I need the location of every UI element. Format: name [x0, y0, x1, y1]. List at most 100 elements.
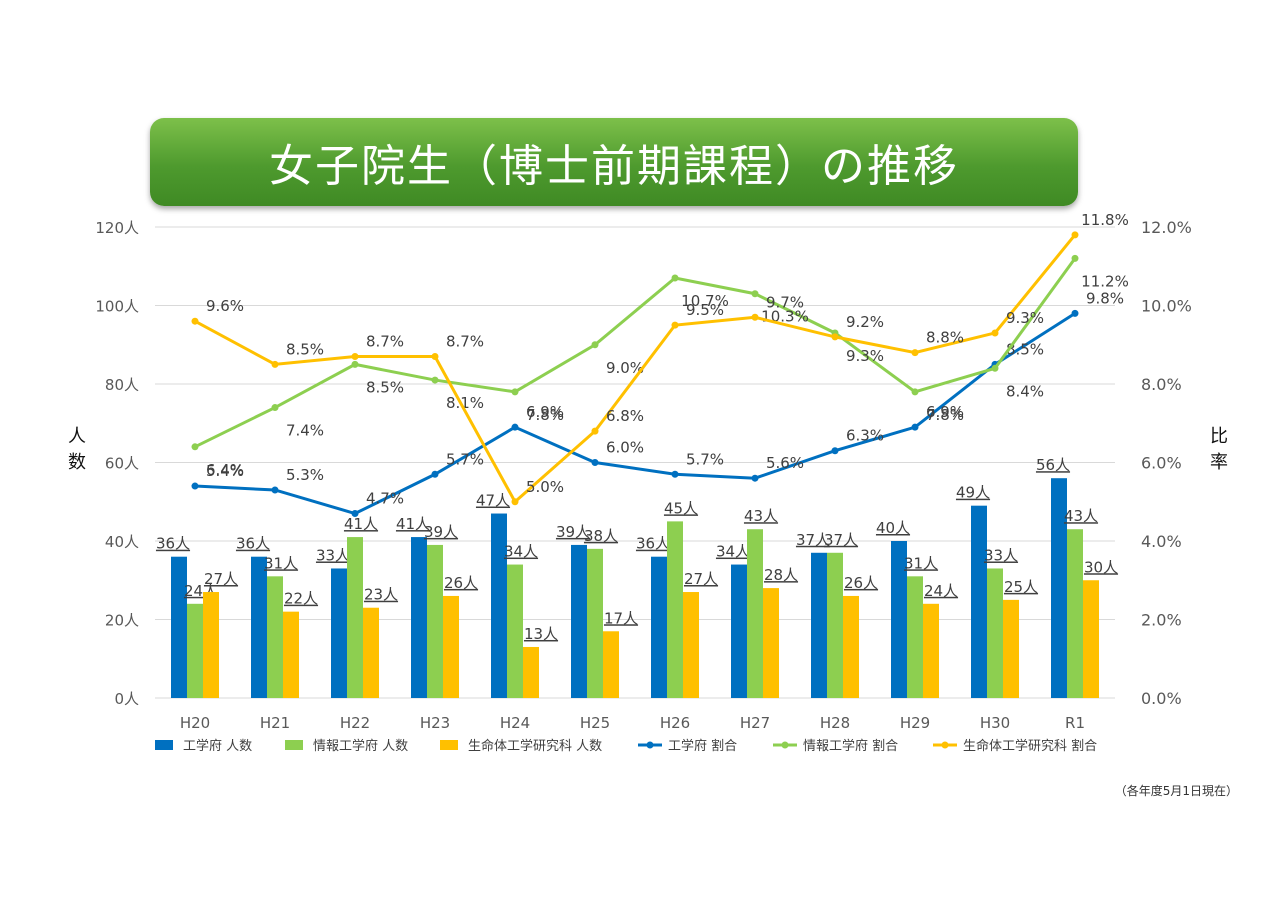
- line-point: [671, 274, 679, 282]
- bar-data-label: 34人: [716, 543, 750, 561]
- line-point: [1071, 231, 1079, 239]
- bar: [203, 592, 219, 698]
- bar-data-label: 37人: [796, 531, 830, 549]
- line-data-label: 11.2%: [1081, 272, 1129, 290]
- y-tick-label: 120人: [95, 219, 139, 237]
- y-axis-label-left-text: 人数: [68, 426, 86, 473]
- line-point: [271, 404, 279, 412]
- line-point: [351, 360, 359, 368]
- bar: [987, 568, 1003, 698]
- line-point: [671, 321, 679, 329]
- y-tick-label: 60人: [105, 455, 139, 473]
- bar-data-label: 36人: [236, 535, 270, 553]
- line-point: [511, 423, 519, 431]
- bar: [523, 646, 539, 698]
- x-tick-label: H24: [500, 714, 530, 732]
- bar: [443, 595, 459, 698]
- legend-swatch: [285, 740, 303, 750]
- bar-data-label: 23人: [364, 586, 398, 604]
- line-point: [1071, 254, 1079, 262]
- line-data-label: 11.8%: [1081, 211, 1129, 229]
- bar: [587, 548, 603, 698]
- bar-data-label: 27人: [684, 570, 718, 588]
- x-tick-label: R1: [1065, 714, 1085, 732]
- line-point: [591, 459, 599, 466]
- y2-tick-label: 2.0%: [1141, 611, 1182, 630]
- bar-data-label: 39人: [556, 523, 590, 541]
- bar: [571, 544, 587, 698]
- y-tick-label: 20人: [105, 612, 139, 630]
- line-point: [191, 443, 199, 451]
- bar-data-label: 13人: [524, 625, 558, 643]
- y2-tick-label: 8.0%: [1141, 375, 1182, 394]
- series-line: [194, 312, 1076, 516]
- line-data-label: 5.4%: [206, 462, 244, 480]
- bar-data-label: 26人: [444, 574, 478, 592]
- line-data-label: 7.8%: [926, 406, 964, 424]
- y-axis-label-right: 比率: [1208, 424, 1230, 476]
- bar-data-label: 43人: [744, 507, 778, 525]
- bar-data-label: 39人: [424, 523, 458, 541]
- bar-data-label: 34人: [504, 543, 538, 561]
- bar-data-label: 33人: [316, 546, 350, 564]
- x-tick-label: H21: [260, 714, 290, 732]
- bar-data-label: 26人: [844, 574, 878, 592]
- line-data-label: 6.9%: [526, 403, 564, 421]
- bar-data-label: 31人: [904, 554, 938, 572]
- line-point: [911, 423, 919, 431]
- line-point: [671, 470, 679, 478]
- line-point: [751, 290, 759, 298]
- x-tick-label: H23: [420, 714, 450, 732]
- line-point: [831, 447, 839, 455]
- bar: [1067, 529, 1083, 698]
- bar-data-label: 56人: [1036, 456, 1070, 474]
- bar-data-label: 28人: [764, 566, 798, 584]
- bar-data-label: 30人: [1084, 558, 1118, 576]
- legend-label: 情報工学府 人数: [313, 738, 408, 754]
- x-tick-label: H26: [660, 714, 690, 732]
- bar: [891, 541, 907, 698]
- bar-data-label: 40人: [876, 519, 910, 537]
- bar: [283, 611, 299, 698]
- bar: [187, 603, 203, 698]
- line-data-label: 8.5%: [366, 378, 404, 396]
- line-data-label: 5.0%: [526, 478, 564, 496]
- bar-data-label: 24人: [924, 582, 958, 600]
- bar-data-label: 27人: [204, 570, 238, 588]
- line-point: [191, 482, 199, 490]
- bar: [731, 564, 747, 698]
- y2-tick-label: 4.0%: [1141, 532, 1182, 551]
- line-point: [431, 470, 439, 478]
- bar: [747, 529, 763, 698]
- series-line: [194, 233, 1077, 505]
- bar: [267, 576, 283, 698]
- line-data-label: 8.7%: [366, 333, 404, 351]
- x-tick-label: H25: [580, 714, 610, 732]
- bar: [251, 556, 267, 698]
- line-data-label: 8.4%: [1006, 382, 1044, 400]
- line-point: [1071, 309, 1079, 317]
- bar: [1003, 599, 1019, 698]
- legend-label: 情報工学府 割合: [803, 738, 898, 754]
- line-point: [751, 313, 759, 321]
- line-data-label: 6.9%: [926, 403, 964, 421]
- bar-data-label: 33人: [984, 546, 1018, 564]
- line-point: [431, 376, 439, 384]
- line-point: [271, 486, 279, 494]
- bar: [907, 576, 923, 698]
- x-tick-label: H22: [340, 714, 370, 732]
- line-point: [351, 510, 359, 518]
- bar: [171, 556, 187, 698]
- line-data-label: 5.7%: [446, 450, 484, 468]
- line-point: [591, 341, 599, 349]
- bar: [763, 588, 779, 698]
- line-data-label: 9.8%: [1086, 289, 1124, 307]
- y-tick-label: 80人: [105, 376, 139, 394]
- y-tick-label: 100人: [95, 298, 139, 316]
- line-data-label: 8.5%: [1006, 340, 1044, 358]
- bar-data-label: 38人: [584, 527, 618, 545]
- bar: [1051, 478, 1067, 698]
- bar-data-label: 36人: [156, 535, 190, 553]
- bar: [923, 603, 939, 698]
- line-point: [831, 333, 839, 341]
